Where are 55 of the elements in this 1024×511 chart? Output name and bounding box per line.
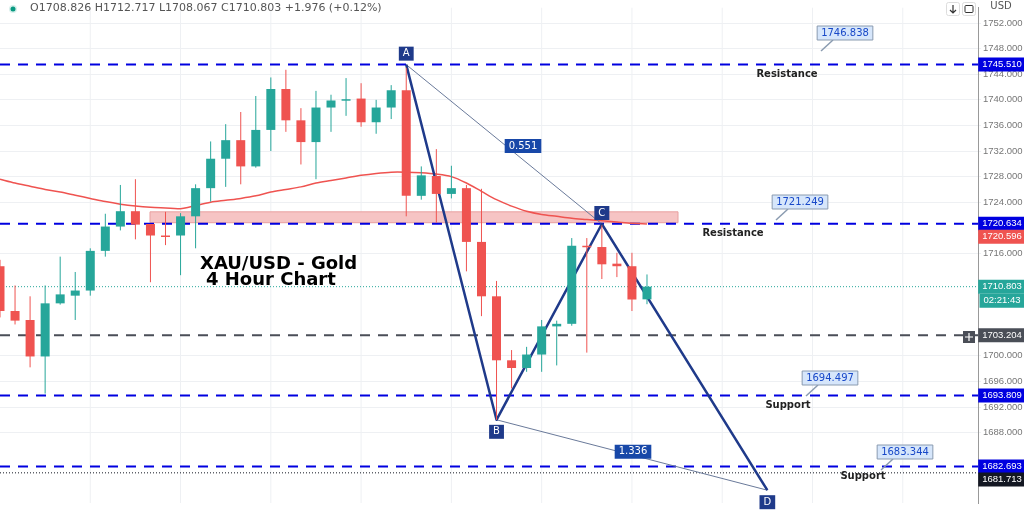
text: 1703.204 (982, 328, 1022, 340)
text: 1720.596 (982, 230, 1022, 242)
candlestick (356, 82, 366, 128)
candlestick (371, 99, 381, 135)
data-label: A (402, 47, 410, 59)
y-tick-label: 1716.000 (983, 247, 1023, 259)
y-tick-label: 1724.000 (983, 195, 1023, 207)
ref-line-label: Support (765, 399, 811, 411)
y-tick-label: 1688.000 (983, 426, 1023, 438)
y-tick-label: 1748.000 (983, 42, 1023, 54)
annotation: 0.551 (508, 139, 538, 151)
candlestick (507, 349, 517, 389)
text: 1693.809 (982, 389, 1022, 401)
candlestick (10, 284, 20, 325)
candlestick (55, 256, 65, 306)
y-tick-label: 1692.000 (983, 400, 1023, 412)
candlestick (115, 184, 125, 231)
candlestick (326, 94, 336, 133)
data-label: C (598, 206, 606, 218)
candlestick (296, 107, 306, 165)
data-label: B (493, 425, 501, 437)
annotation: 1746.838 (821, 26, 869, 38)
candlestick (597, 224, 607, 280)
candlestick (221, 123, 231, 188)
y-tick-label: 1700.000 (983, 349, 1023, 361)
text: 1720.634 (982, 217, 1022, 229)
y-tick-label: 1752.000 (983, 16, 1023, 28)
ref-line-label: Resistance (702, 227, 764, 239)
data-label: D (763, 495, 772, 507)
candlestick (145, 223, 155, 283)
text: 1745.510 (982, 58, 1022, 70)
candlestick (446, 165, 456, 199)
text: 1682.693 (982, 460, 1022, 472)
y-tick-label: 1740.000 (983, 93, 1023, 105)
candlestick (341, 77, 351, 117)
candlestick (70, 271, 80, 321)
ref-line-label: Resistance (756, 68, 818, 80)
y-tick-label: 1732.000 (983, 144, 1023, 156)
y-axis-title: USD (990, 0, 1012, 11)
text: 1710.803 (982, 280, 1022, 292)
text: 02:21:43 (983, 294, 1021, 306)
annotation: 1.336 (618, 445, 648, 457)
candlestick (386, 84, 396, 120)
ref-line-label: Support (840, 470, 886, 482)
annotation: O1708.826 H1712.717 L1708.067 C1710.803 +1.976 (+0.12%) (30, 0, 382, 14)
text: 1681.713 (982, 473, 1022, 485)
y-tick-label: 1696.000 (983, 375, 1023, 387)
annotation: 1683.344 (881, 445, 929, 457)
candlestick (416, 165, 426, 201)
y-tick-label: 1736.000 (983, 119, 1023, 131)
candlestick (176, 212, 186, 276)
y-tick-label: 1728.000 (983, 170, 1023, 182)
candlestick (522, 346, 532, 373)
annotation: 1694.497 (806, 371, 854, 383)
annotation: 1721.249 (776, 195, 824, 207)
